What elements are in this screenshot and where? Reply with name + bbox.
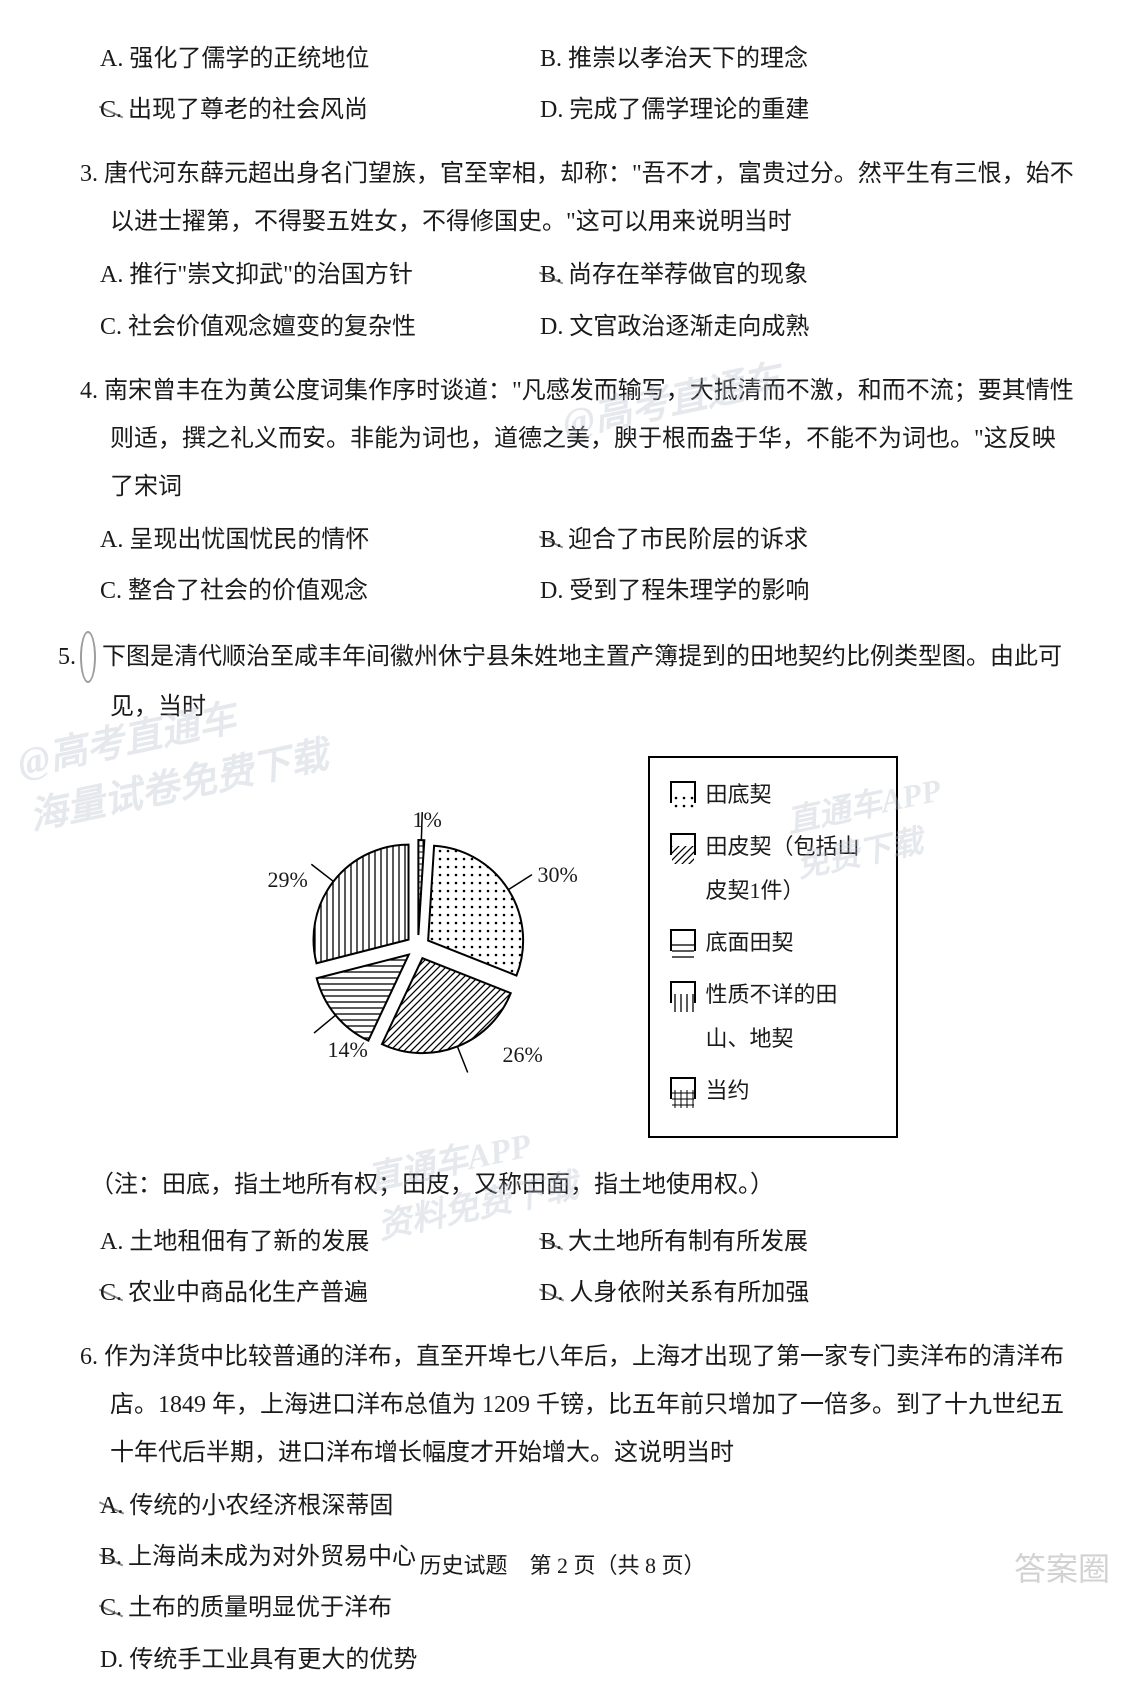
- q4-option-a: A. 呈现出忧国忧民的情怀: [100, 519, 540, 562]
- q6-option-d: D. 传统手工业具有更大的优势: [100, 1639, 417, 1682]
- q5-option-a: A. 土地租佃有了新的发展: [100, 1221, 540, 1264]
- pie-chart-container: 1% 30% 26% 14% 29% 田底契田皮契（包括山皮契1件） 底面田契性质不详的田…: [50, 756, 1075, 1138]
- q5-body: 下图是清代顺治至咸丰年间徽州休宁县朱姓地主置产簿提到的田地契约比例类型图。由此可…: [102, 644, 1062, 720]
- q3-option-d: D. 文官政治逐渐走向成熟: [540, 306, 1075, 349]
- legend-swatch: [670, 929, 696, 951]
- chart-legend: 田底契田皮契（包括山皮契1件） 底面田契性质不详的田山、地契当约: [648, 756, 898, 1138]
- q5: 5. 下图是清代顺治至咸丰年间徽州休宁县朱姓地主置产簿提到的田地契约比例类型图。…: [50, 631, 1075, 1315]
- legend-text: 当约: [706, 1069, 750, 1113]
- q4-option-b: B. 迎合了市民阶层的诉求: [540, 519, 1075, 562]
- pie-slice-label: 1%: [413, 807, 442, 833]
- pie-slice-label: 29%: [268, 867, 308, 893]
- q6: 6. 作为洋货中比较普通的洋布，直至开埠七八年后，上海才出现了第一家专门卖洋布的…: [50, 1333, 1075, 1682]
- corner-watermark: 答案圈: [1014, 1544, 1110, 1590]
- q2-option-b: B. 推崇以孝治天下的理念: [540, 38, 1075, 81]
- q4-text: 4. 南宋曾丰在为黄公度词集作序时谈道："凡感发而输写，大抵清而不激，和而不流；…: [80, 367, 1075, 511]
- legend-item: 当约: [670, 1069, 876, 1113]
- q3: 3. 唐代河东薛元超出身名门望族，官至宰相，却称："吾不才，富贵过分。然平生有三…: [50, 150, 1075, 348]
- legend-swatch: [670, 781, 696, 803]
- pie-slice-label: 26%: [503, 1042, 543, 1068]
- q5-note: （注：田底，指土地所有权；田皮，又称田面，指土地使用权。）: [90, 1163, 1075, 1209]
- q6-option-c: C. 土布的质量明显优于洋布: [100, 1587, 392, 1630]
- q3-option-b: B. 尚存在举荐做官的现象: [540, 254, 1075, 297]
- q4-body: 南宋曾丰在为黄公度词集作序时谈道："凡感发而输写，大抵清而不激，和而不流；要其情…: [104, 378, 1074, 500]
- legend-text: 田皮契（包括山皮契1件）: [706, 825, 876, 913]
- q5-option-d: D. 人身依附关系有所加强: [540, 1272, 1075, 1315]
- legend-item: 底面田契: [670, 921, 876, 965]
- q4-option-c: C. 整合了社会的价值观念: [100, 570, 540, 613]
- q5-text: 5. 下图是清代顺治至咸丰年间徽州休宁县朱姓地主置产簿提到的田地契约比例类型图。…: [80, 631, 1075, 731]
- q2-options-tail: A. 强化了儒学的正统地位 B. 推崇以孝治天下的理念 C. 出现了尊老的社会风…: [50, 38, 1075, 132]
- q6-body: 作为洋货中比较普通的洋布，直至开埠七八年后，上海才出现了第一家专门卖洋布的清洋布…: [104, 1344, 1064, 1466]
- legend-item: 性质不详的田山、地契: [670, 973, 876, 1061]
- q6-text: 6. 作为洋货中比较普通的洋布，直至开埠七八年后，上海才出现了第一家专门卖洋布的…: [80, 1333, 1075, 1477]
- legend-swatch: [670, 833, 696, 855]
- q3-option-a: A. 推行"崇文抑武"的治国方针: [100, 254, 540, 297]
- q5-option-c: C. 农业中商品化生产普遍: [100, 1272, 540, 1315]
- legend-item: 田底契: [670, 773, 876, 817]
- legend-swatch: [670, 981, 696, 1003]
- q2-option-a: A. 强化了儒学的正统地位: [100, 38, 540, 81]
- legend-swatch: [670, 1077, 696, 1099]
- pie-slice-label: 14%: [328, 1037, 368, 1063]
- legend-text: 性质不详的田山、地契: [706, 973, 876, 1061]
- pie-slice-label: 30%: [538, 862, 578, 888]
- q2-option-c: C. 出现了尊老的社会风尚: [100, 89, 540, 132]
- q5-num-circled: 5.: [80, 631, 96, 683]
- q3-text: 3. 唐代河东薛元超出身名门望族，官至宰相，却称："吾不才，富贵过分。然平生有三…: [80, 150, 1075, 246]
- q3-option-c: C. 社会价值观念嬗变的复杂性: [100, 306, 540, 349]
- q6-option-a: A. 传统的小农经济根深蒂固: [100, 1485, 393, 1528]
- page-footer: 历史试题 第 2 页（共 8 页）: [0, 1548, 1125, 1580]
- q4: 4. 南宋曾丰在为黄公度词集作序时谈道："凡感发而输写，大抵清而不激，和而不流；…: [50, 367, 1075, 613]
- q2-option-d: D. 完成了儒学理论的重建: [540, 89, 1075, 132]
- legend-item: 田皮契（包括山皮契1件）: [670, 825, 876, 913]
- pie-chart: 1% 30% 26% 14% 29%: [228, 807, 608, 1087]
- legend-text: 底面田契: [706, 921, 794, 965]
- q5-option-b: B. 大土地所有制有所发展: [540, 1221, 1075, 1264]
- legend-text: 田底契: [706, 773, 772, 817]
- q4-option-d: D. 受到了程朱理学的影响: [540, 570, 1075, 613]
- q3-body: 唐代河东薛元超出身名门望族，官至宰相，却称："吾不才，富贵过分。然平生有三恨，始…: [104, 161, 1074, 235]
- pie-svg: [228, 807, 608, 1087]
